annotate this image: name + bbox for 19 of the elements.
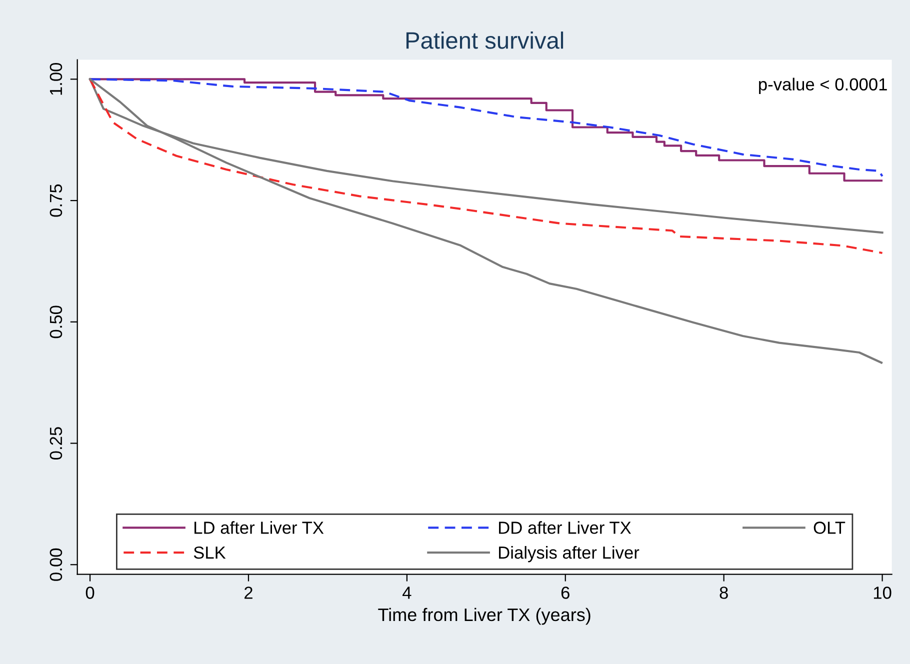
legend-label: LD after Liver TX <box>194 521 324 534</box>
y-tick-label: 0.25 <box>50 427 62 460</box>
y-tick-label: 1.00 <box>50 62 62 95</box>
legend-label: OLT <box>814 522 846 534</box>
x-tick-label: 6 <box>561 586 570 599</box>
x-axis-title: Time from Liver TX (years) <box>378 608 590 625</box>
x-tick-label: 10 <box>874 586 892 599</box>
legend-label: SLK <box>194 546 226 559</box>
y-tick-label: 0.00 <box>50 548 62 581</box>
x-tick-label: 0 <box>86 586 94 599</box>
legend-label: Dialysis after Liver <box>499 546 640 562</box>
y-tick-label: 0.75 <box>50 184 62 217</box>
annotation: p-value < 0.0001 <box>759 78 887 94</box>
x-tick-label: 8 <box>720 586 728 599</box>
y-tick-label: 0.50 <box>50 306 62 338</box>
chart-title: Patient survival <box>406 32 564 49</box>
x-tick-label: 4 <box>402 586 412 599</box>
x-tick-label: 2 <box>244 586 252 599</box>
legend-label: DD after Liver TX <box>499 521 632 534</box>
